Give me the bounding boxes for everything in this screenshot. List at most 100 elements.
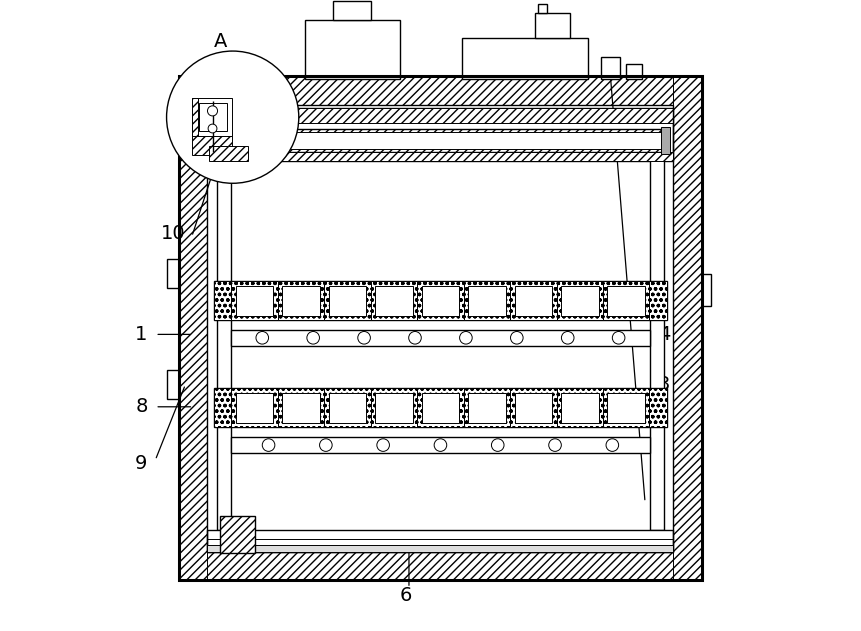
Bar bbox=[328, 286, 366, 316]
Bar bbox=[324, 281, 370, 320]
Bar bbox=[514, 286, 552, 316]
Bar bbox=[210, 127, 220, 155]
Bar bbox=[217, 156, 231, 529]
Bar bbox=[214, 389, 231, 427]
Bar bbox=[277, 281, 324, 320]
Bar bbox=[510, 389, 556, 427]
Text: 4: 4 bbox=[657, 325, 669, 344]
Bar bbox=[649, 156, 663, 529]
Bar bbox=[556, 281, 603, 320]
Bar bbox=[214, 389, 666, 427]
Bar bbox=[607, 393, 644, 423]
Bar bbox=[214, 281, 231, 320]
Bar bbox=[421, 286, 459, 316]
Bar bbox=[208, 105, 672, 551]
Text: 10: 10 bbox=[160, 224, 185, 243]
Bar bbox=[421, 393, 459, 423]
Bar bbox=[166, 259, 179, 288]
Bar bbox=[208, 105, 672, 551]
Bar bbox=[208, 108, 672, 124]
Text: 2: 2 bbox=[647, 498, 660, 517]
Bar bbox=[375, 393, 412, 423]
Bar bbox=[625, 64, 641, 80]
Bar bbox=[370, 389, 417, 427]
Bar bbox=[417, 389, 463, 427]
Circle shape bbox=[434, 439, 446, 451]
Bar bbox=[556, 389, 603, 427]
Bar bbox=[600, 57, 619, 80]
Bar bbox=[208, 108, 672, 162]
Bar bbox=[660, 127, 670, 155]
Text: 5: 5 bbox=[352, 54, 364, 73]
Bar bbox=[468, 286, 505, 316]
Bar bbox=[179, 76, 701, 580]
Bar bbox=[282, 393, 319, 423]
Circle shape bbox=[548, 439, 561, 451]
Bar bbox=[462, 38, 588, 80]
Bar bbox=[208, 529, 672, 551]
Circle shape bbox=[510, 331, 523, 344]
Bar bbox=[603, 389, 648, 427]
Bar bbox=[672, 76, 701, 580]
Text: 3: 3 bbox=[657, 375, 669, 394]
Circle shape bbox=[262, 439, 275, 451]
Bar bbox=[236, 393, 273, 423]
Bar bbox=[217, 132, 663, 150]
Circle shape bbox=[408, 331, 421, 344]
Bar bbox=[603, 281, 648, 320]
Bar bbox=[417, 281, 463, 320]
Text: 1: 1 bbox=[135, 325, 147, 344]
Bar bbox=[277, 389, 324, 427]
Circle shape bbox=[319, 439, 331, 451]
Bar bbox=[324, 389, 370, 427]
Circle shape bbox=[376, 439, 389, 451]
Bar bbox=[463, 281, 510, 320]
Bar bbox=[282, 286, 319, 316]
Text: 8: 8 bbox=[135, 398, 147, 416]
Bar bbox=[510, 281, 556, 320]
Circle shape bbox=[166, 51, 299, 183]
Bar bbox=[535, 13, 569, 38]
Circle shape bbox=[256, 331, 269, 344]
Bar bbox=[328, 393, 366, 423]
Bar bbox=[305, 20, 399, 80]
Bar bbox=[231, 389, 277, 427]
Bar bbox=[214, 129, 666, 153]
Bar bbox=[179, 551, 701, 580]
Bar bbox=[214, 281, 666, 320]
Bar bbox=[648, 281, 666, 320]
Bar bbox=[191, 98, 198, 136]
Bar bbox=[208, 153, 672, 162]
Bar bbox=[166, 370, 179, 399]
Bar bbox=[370, 281, 417, 320]
Bar bbox=[179, 76, 701, 105]
Bar bbox=[179, 76, 208, 580]
Text: 9: 9 bbox=[135, 454, 147, 473]
Text: 6: 6 bbox=[400, 586, 412, 605]
Bar bbox=[191, 136, 232, 155]
Circle shape bbox=[611, 331, 624, 344]
Bar bbox=[375, 286, 412, 316]
Bar bbox=[236, 286, 273, 316]
Bar bbox=[231, 437, 649, 453]
Bar bbox=[607, 286, 644, 316]
Bar bbox=[648, 389, 666, 427]
Bar bbox=[463, 389, 510, 427]
Bar bbox=[468, 393, 505, 423]
Circle shape bbox=[561, 331, 573, 344]
Text: 7: 7 bbox=[528, 57, 541, 76]
Bar bbox=[199, 103, 226, 131]
Circle shape bbox=[208, 106, 217, 116]
Bar bbox=[208, 545, 672, 551]
Circle shape bbox=[307, 331, 319, 344]
Bar bbox=[561, 393, 598, 423]
Circle shape bbox=[459, 331, 472, 344]
Bar bbox=[220, 516, 254, 553]
Bar bbox=[231, 329, 649, 346]
Bar bbox=[191, 98, 232, 136]
Bar bbox=[231, 281, 277, 320]
Circle shape bbox=[208, 124, 217, 133]
Text: A: A bbox=[214, 32, 226, 51]
Circle shape bbox=[605, 439, 618, 451]
Circle shape bbox=[491, 439, 504, 451]
